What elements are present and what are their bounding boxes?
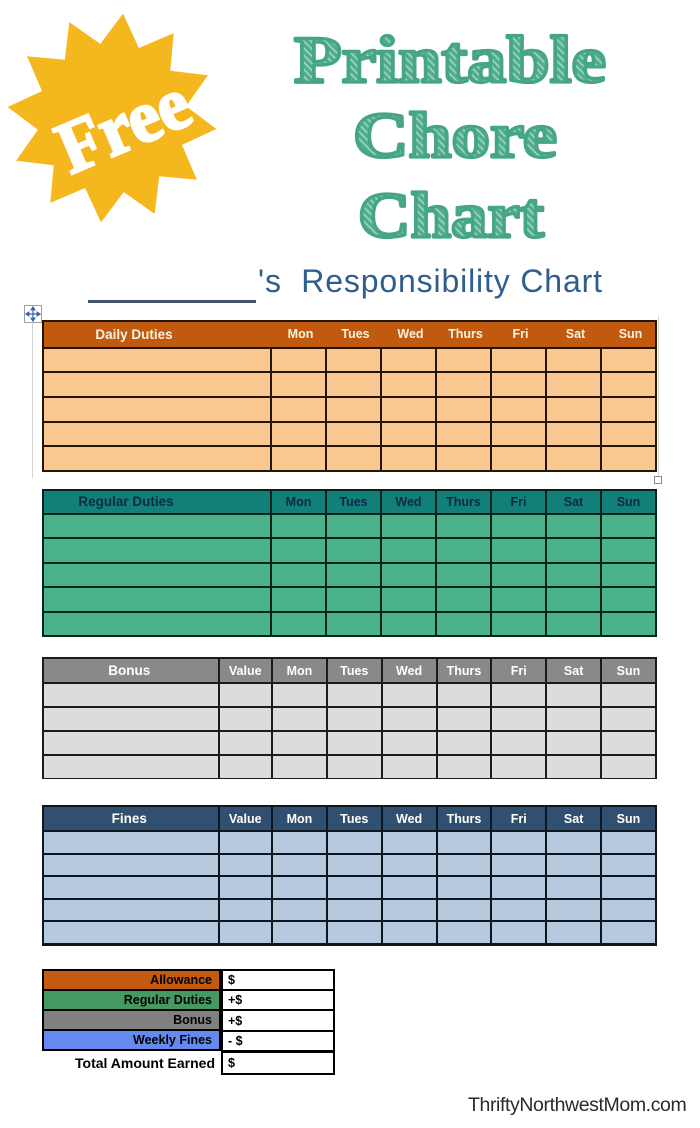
svg-text:Chart: Chart [358, 180, 544, 252]
svg-text:Chore: Chore [353, 100, 557, 172]
svg-text:Printable: Printable [294, 23, 606, 97]
